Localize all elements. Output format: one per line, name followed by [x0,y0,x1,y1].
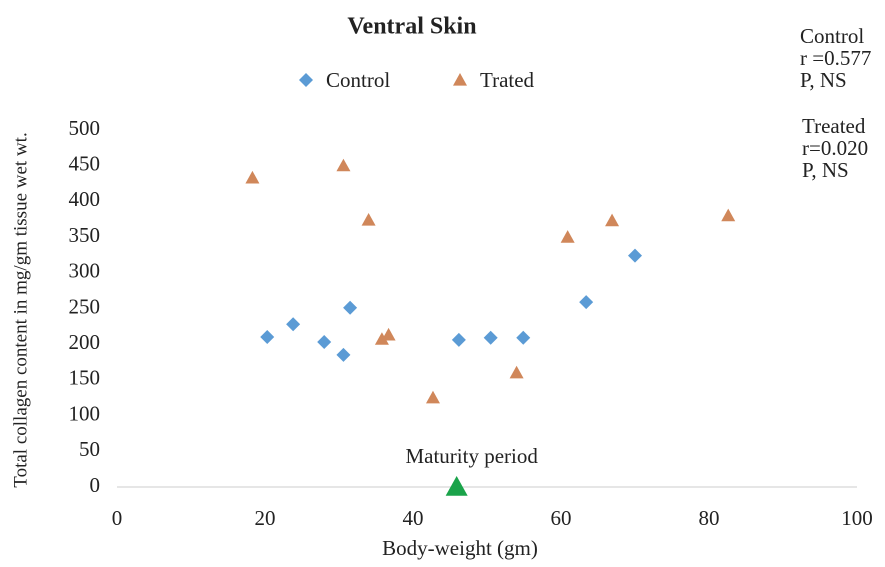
y-axis-label: Total collagen content in mg/gm tissue w… [10,132,31,487]
point [336,347,351,362]
y-tick-label: 400 [69,187,101,211]
x-tick-label: 80 [699,506,720,530]
x-tick-label: 60 [551,506,572,530]
x-tick-label: 40 [403,506,424,530]
point [483,330,498,345]
point [560,230,575,243]
legend-marker [453,73,467,86]
point [628,248,642,263]
point [317,335,332,350]
x-tick-label: 100 [841,506,873,530]
point [579,295,594,310]
annotation: r=0.020 [802,136,868,160]
annotation: P, NS [800,68,847,92]
y-tick-label: 350 [69,223,101,247]
chart-title: Ventral Skin [347,14,476,40]
point [374,332,389,345]
x-tick-label: 0 [112,506,123,530]
y-tick-label: 250 [69,294,101,318]
point [516,330,531,345]
y-tick-label: 200 [69,330,101,354]
point [381,327,396,341]
y-tick-label: 50 [79,437,100,461]
y-tick-label: 300 [69,259,101,283]
annotation: Control [800,24,864,48]
annotation: P, NS [802,158,849,182]
point [425,390,440,404]
x-axis-label: Body-weight (gm) [382,536,538,560]
y-tick-label: 500 [69,116,101,140]
point [260,330,275,345]
x-tick-label: 20 [255,506,276,530]
y-tick-label: 450 [69,152,101,176]
maturity-label: Maturity period [405,444,538,468]
y-tick-label: 0 [90,473,101,497]
legend-label: Control [326,68,390,92]
point [509,365,524,379]
y-tick-label: 150 [69,366,101,390]
annotation: r =0.577 [800,46,871,70]
point [721,208,736,222]
point [343,300,358,315]
y-tick-label: 100 [69,401,101,425]
point [361,212,376,226]
point [605,213,620,227]
point [336,158,351,172]
annotation: Treated [802,114,866,138]
point [451,332,466,347]
point [245,170,260,184]
point [286,317,301,332]
maturity-marker [445,476,468,496]
legend-label: Trated [480,68,535,92]
legend-marker [299,73,313,87]
